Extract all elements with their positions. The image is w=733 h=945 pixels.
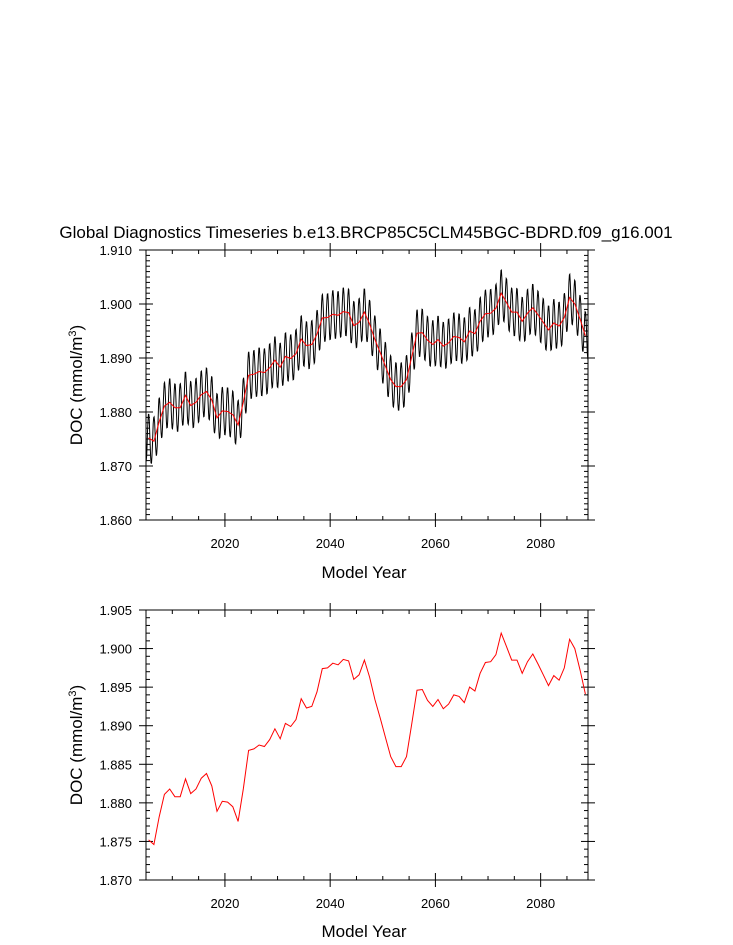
bottom-x-tick-label: 2020 — [210, 896, 239, 911]
bottom-tick-labels: 2020 2040 2060 2080 1.870 1.875 1.880 1.885 1.89… — [99, 603, 555, 911]
bottom-y-tick-label: 1.870 — [99, 873, 132, 888]
bottom-x-tick-label: 2080 — [526, 896, 555, 911]
bottom-series — [148, 631, 586, 846]
top-x-tick-label: 2040 — [316, 536, 345, 551]
bottom-annual-mean-line — [148, 631, 586, 846]
top-series — [145, 269, 589, 464]
bottom-x-axis-label: Model Year — [321, 922, 406, 941]
bottom-panel: 2020 2040 2060 2080 1.870 1.875 1.880 1.885 1.89… — [67, 603, 595, 941]
bottom-y-tick-label: 1.875 — [99, 834, 132, 849]
top-x-tick-label: 2020 — [210, 536, 239, 551]
bottom-y-axis-label-main: DOC (mmol/m — [67, 697, 86, 806]
monthly-series-line — [145, 269, 589, 464]
bottom-y-axis-label: DOC (mmol/m3) — [67, 685, 86, 805]
top-y-tick-label: 1.890 — [99, 351, 132, 366]
bottom-axis-ticks — [139, 603, 595, 887]
top-axis-ticks — [139, 243, 595, 527]
chart-title: Global Diagnostics Timeseries b.e13.BRCP… — [59, 223, 672, 242]
bottom-y-axis-label-sup: 3 — [67, 690, 79, 696]
top-annual-mean-line — [148, 291, 586, 442]
top-y-tick-label: 1.860 — [99, 513, 132, 528]
top-x-tick-label: 2060 — [421, 536, 450, 551]
bottom-y-tick-label: 1.900 — [99, 642, 132, 657]
bottom-y-tick-label: 1.905 — [99, 603, 132, 618]
top-y-axis-label-main: DOC (mmol/m — [67, 337, 86, 446]
bottom-y-tick-label: 1.890 — [99, 719, 132, 734]
top-y-tick-label: 1.870 — [99, 459, 132, 474]
bottom-y-tick-label: 1.880 — [99, 796, 132, 811]
top-x-axis-label: Model Year — [321, 563, 406, 582]
top-x-tick-label: 2080 — [526, 536, 555, 551]
bottom-y-tick-label: 1.885 — [99, 757, 132, 772]
bottom-x-tick-label: 2060 — [421, 896, 450, 911]
bottom-y-axis-label-close: ) — [67, 685, 86, 691]
top-y-tick-label: 1.880 — [99, 405, 132, 420]
top-plot-frame — [145, 249, 589, 521]
bottom-y-tick-label: 1.895 — [99, 680, 132, 695]
bottom-plot-frame — [145, 609, 589, 881]
top-y-axis-label: DOC (mmol/m3) — [67, 325, 86, 445]
bottom-x-tick-label: 2040 — [316, 896, 345, 911]
top-y-axis-label-close: ) — [67, 325, 86, 331]
top-y-axis-label-sup: 3 — [67, 330, 79, 336]
top-y-tick-label: 1.900 — [99, 297, 132, 312]
top-y-tick-label: 1.910 — [99, 243, 132, 258]
top-panel: 2020 2040 2060 2080 1.860 1.870 1.880 1.890 1.90… — [67, 243, 595, 582]
top-tick-labels: 2020 2040 2060 2080 1.860 1.870 1.880 1.890 1.90… — [99, 243, 555, 551]
